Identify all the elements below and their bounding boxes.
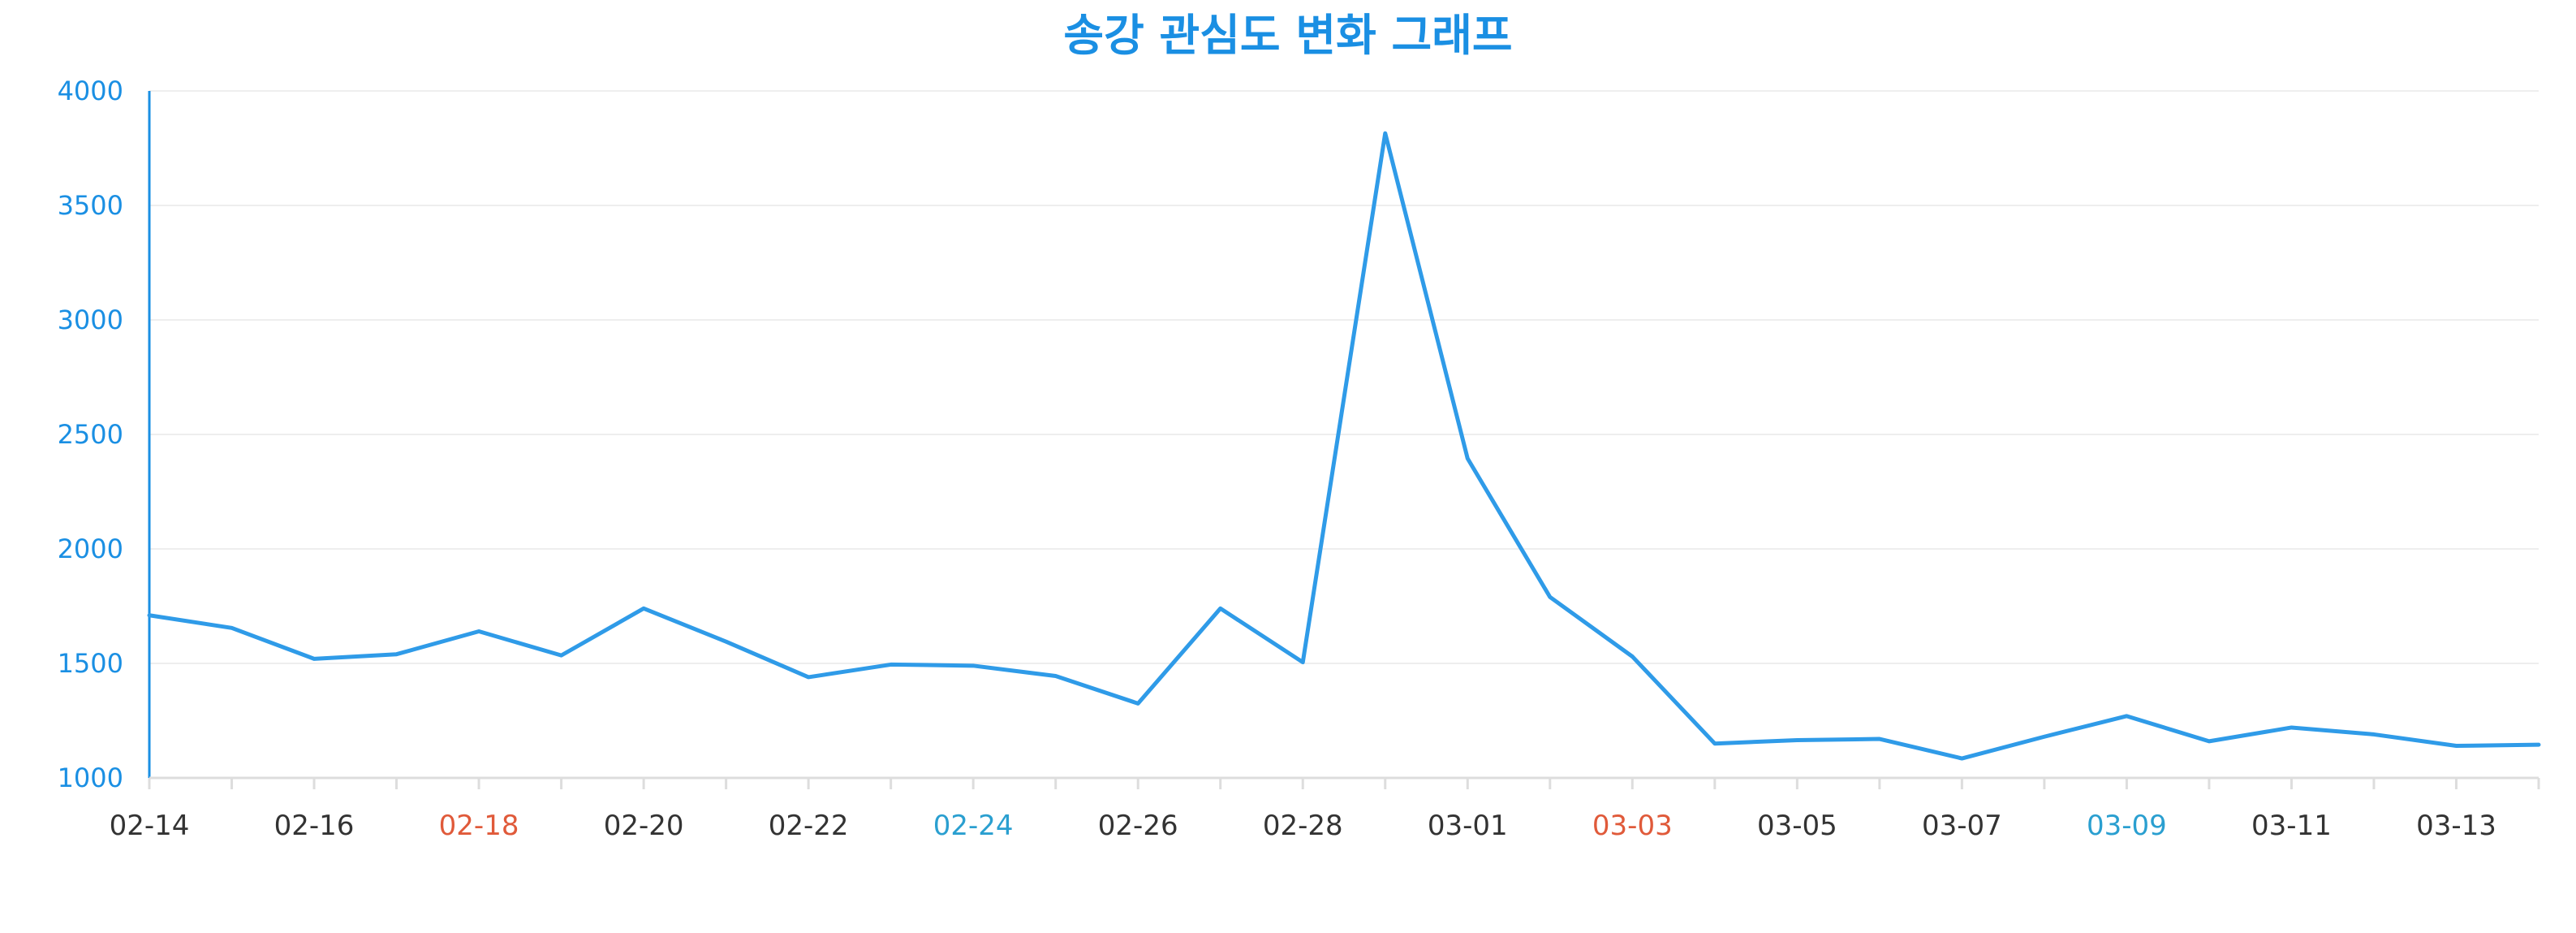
data-point <box>1629 654 1635 660</box>
data-point <box>1299 659 1306 666</box>
data-point <box>2288 724 2294 731</box>
x-tick-label: 03-13 <box>2416 810 2496 842</box>
data-point <box>1053 673 1059 680</box>
y-tick-label: 4000 <box>58 76 123 106</box>
x-tick-label: 02-24 <box>933 810 1014 842</box>
x-tick-label: 02-16 <box>274 810 355 842</box>
data-point <box>2123 713 2130 719</box>
x-tick-label: 02-14 <box>110 810 190 842</box>
data-point <box>2206 738 2212 745</box>
x-tick-label: 02-28 <box>1263 810 1343 842</box>
y-tick-label: 3000 <box>58 305 123 335</box>
x-tick-label: 03-03 <box>1592 810 1673 842</box>
data-point <box>1217 605 1224 611</box>
data-point <box>1464 456 1471 462</box>
data-point <box>558 652 565 659</box>
data-point <box>1135 700 1141 706</box>
data-point <box>1712 741 1718 747</box>
x-tick-label: 02-18 <box>439 810 519 842</box>
data-point <box>970 663 976 669</box>
data-point <box>2041 733 2048 740</box>
data-point <box>2453 743 2459 749</box>
x-tick-label: 03-05 <box>1757 810 1837 842</box>
data-point <box>723 638 730 645</box>
x-tick-label: 02-26 <box>1098 810 1178 842</box>
data-point <box>1382 130 1389 136</box>
y-tick-label: 3500 <box>58 190 123 221</box>
y-axis-ticks: 1000 1500 2000 2500 3000 3500 4000 <box>58 76 123 793</box>
y-tick-label: 1500 <box>58 648 123 679</box>
data-point <box>1547 594 1553 600</box>
data-point <box>1876 736 1883 742</box>
data-point <box>2535 741 2542 748</box>
y-tick-label: 1000 <box>58 762 123 793</box>
x-tick-label: 02-20 <box>604 810 684 842</box>
x-tick-label: 03-07 <box>1922 810 2002 842</box>
data-point <box>640 605 647 611</box>
data-point <box>476 628 482 635</box>
data-point <box>888 661 894 667</box>
series-group <box>146 130 2542 762</box>
y-tick-label: 2500 <box>58 419 123 450</box>
data-point <box>2371 731 2377 737</box>
data-point <box>229 624 235 631</box>
x-tick-label: 03-09 <box>2087 810 2167 842</box>
data-point <box>146 612 153 619</box>
data-point <box>394 651 400 658</box>
data-point <box>311 655 317 662</box>
y-tick-label: 2000 <box>58 533 123 564</box>
x-tick-label: 02-22 <box>769 810 849 842</box>
x-tick-label: 03-11 <box>2251 810 2332 842</box>
x-axis-ticks: 02-14 02-16 02-18 02-20 02-22 02-24 02-26 02-28… <box>110 810 2496 842</box>
axes <box>148 91 2540 789</box>
grid-lines <box>149 90 2539 664</box>
data-point <box>805 674 812 680</box>
x-tick-label: 03-01 <box>1428 810 1508 842</box>
chart-title: 송강 관심도 변화 그래프 <box>1063 10 1512 61</box>
series-line <box>147 131 2541 761</box>
data-point <box>1794 736 1800 743</box>
data-point <box>1958 755 1965 762</box>
